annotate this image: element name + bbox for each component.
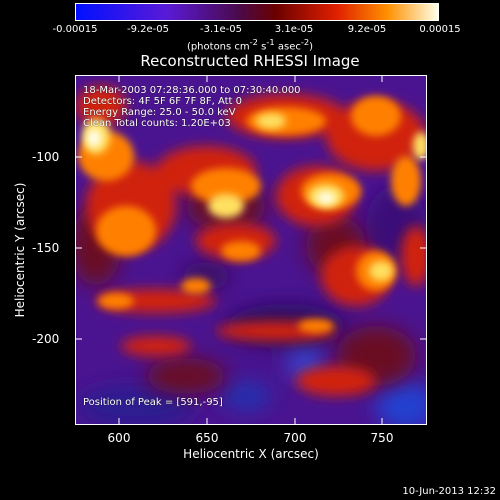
y-tick-label: -100 [32, 150, 60, 164]
y-tick-label: -150 [32, 241, 60, 255]
y-axis-title: Heliocentric Y (arcsec) [13, 182, 27, 318]
colorbar [75, 3, 439, 21]
time-range-annotation: 18-Mar-2003 07:28:36.000 to 07:30:40.000 [83, 85, 301, 96]
rhessi-image: 18-Mar-2003 07:28:36.000 to 07:30:40.000… [75, 75, 427, 425]
algorithm-annotation: Clean Total counts: 1.20E+03 [83, 118, 231, 129]
x-tick-label: 750 [370, 431, 394, 445]
plot-title: Reconstructed RHESSI Image [140, 52, 360, 70]
x-tick-label: 700 [283, 431, 307, 445]
colorbar-units: (photons cm-2 s-1 asec-2) [186, 37, 314, 53]
x-axis-title: Heliocentric X (arcsec) [183, 447, 319, 461]
timestamp: 10-Jun-2013 12:32 [402, 486, 496, 497]
colorbar-tick: -3.1e-05 [200, 24, 242, 35]
colorbar-tick: 9.2e-05 [347, 24, 387, 35]
y-tick-label: -200 [32, 332, 60, 346]
detectors-annotation: Detectors: 4F 5F 6F 7F 8F, Att 0 [83, 96, 243, 107]
energy-range-annotation: Energy Range: 25.0 - 50.0 keV [83, 107, 236, 118]
x-tick-label: 650 [195, 431, 219, 445]
x-tick-label: 600 [107, 431, 131, 445]
colorbar-tick: 3.1e-05 [274, 24, 314, 35]
colorbar-tick: 0.00015 [419, 24, 461, 35]
colorbar-tick: -0.00015 [52, 24, 98, 35]
colorbar-tick: -9.2e-05 [127, 24, 169, 35]
peak-position-annotation: Position of Peak = [591,-95] [83, 397, 223, 408]
